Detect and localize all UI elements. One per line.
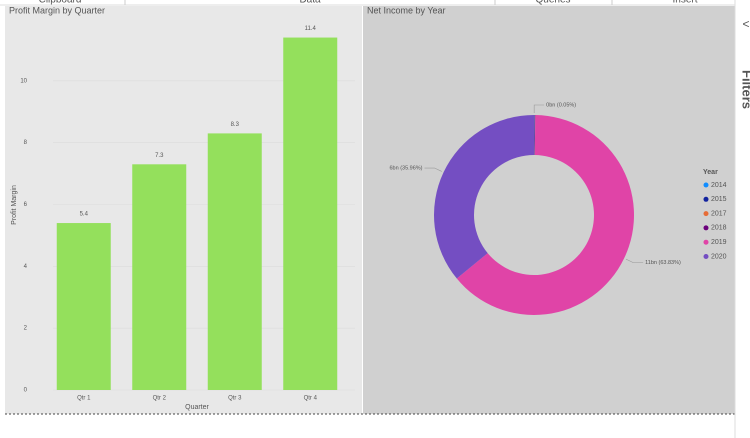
ribbon-group[interactable]: Clipboard [39,0,82,6]
x-tick-label: Qtr 3 [228,396,242,402]
y-tick-label: 6 [24,202,28,208]
pie-slice [456,115,635,316]
x-tick-label: Qtr 4 [304,396,318,402]
legend-marker [703,196,709,202]
legend-entry: 2015 [711,196,727,203]
leader-line [533,104,545,114]
y-tick-label: 10 [20,78,27,84]
bar [132,164,187,390]
chart-title: Net Income by Year [367,5,446,15]
x-tick-label: Qtr 2 [153,396,167,402]
legend-entry: 2018 [711,225,727,232]
chart-title: Profit Margin by Quarter [9,5,105,15]
legend-entry: 2020 [711,253,727,260]
pie-slice [534,115,536,156]
legend-marker [703,254,709,259]
legend-marker [703,225,709,231]
ribbon-group[interactable]: Insert [672,0,697,6]
data-label: 6bn (35.96%) [389,165,422,171]
y-tick-label: 8 [24,140,28,146]
data-label: 11.4 [305,26,317,32]
y-axis-label: Profit Margin [11,185,18,225]
legend-marker [703,211,709,217]
data-label: 5.4 [80,212,89,218]
collapse-icon[interactable]: < [742,17,749,31]
legend-entry: 2019 [711,239,727,246]
legend-marker [703,182,709,188]
legend-marker [703,239,709,245]
y-tick-label: 0 [24,388,28,394]
pane-title[interactable]: Filters [740,70,750,109]
legend-entry: 2017 [711,210,727,217]
ribbon-group[interactable]: Data [299,0,321,6]
y-tick-label: 4 [24,264,28,270]
legend-entry: 2014 [711,182,727,189]
x-axis-label: Quarter [185,404,209,411]
x-tick-label: Qtr 1 [77,396,91,402]
pie-slice [433,115,534,279]
leader-line [424,167,442,172]
data-label: 0bn (0.05%) [546,102,576,108]
data-label: 11bn (63.83%) [645,260,681,266]
bar [207,133,262,390]
pie-panel[interactable] [363,6,735,414]
leader-line [625,258,644,263]
legend-title: Year [703,169,718,176]
data-label: 7.3 [155,153,164,159]
bar [283,37,338,391]
data-label: 8.3 [231,122,240,128]
ribbon-group[interactable]: Queries [535,0,570,6]
bar [56,223,111,390]
y-tick-label: 2 [24,326,28,332]
